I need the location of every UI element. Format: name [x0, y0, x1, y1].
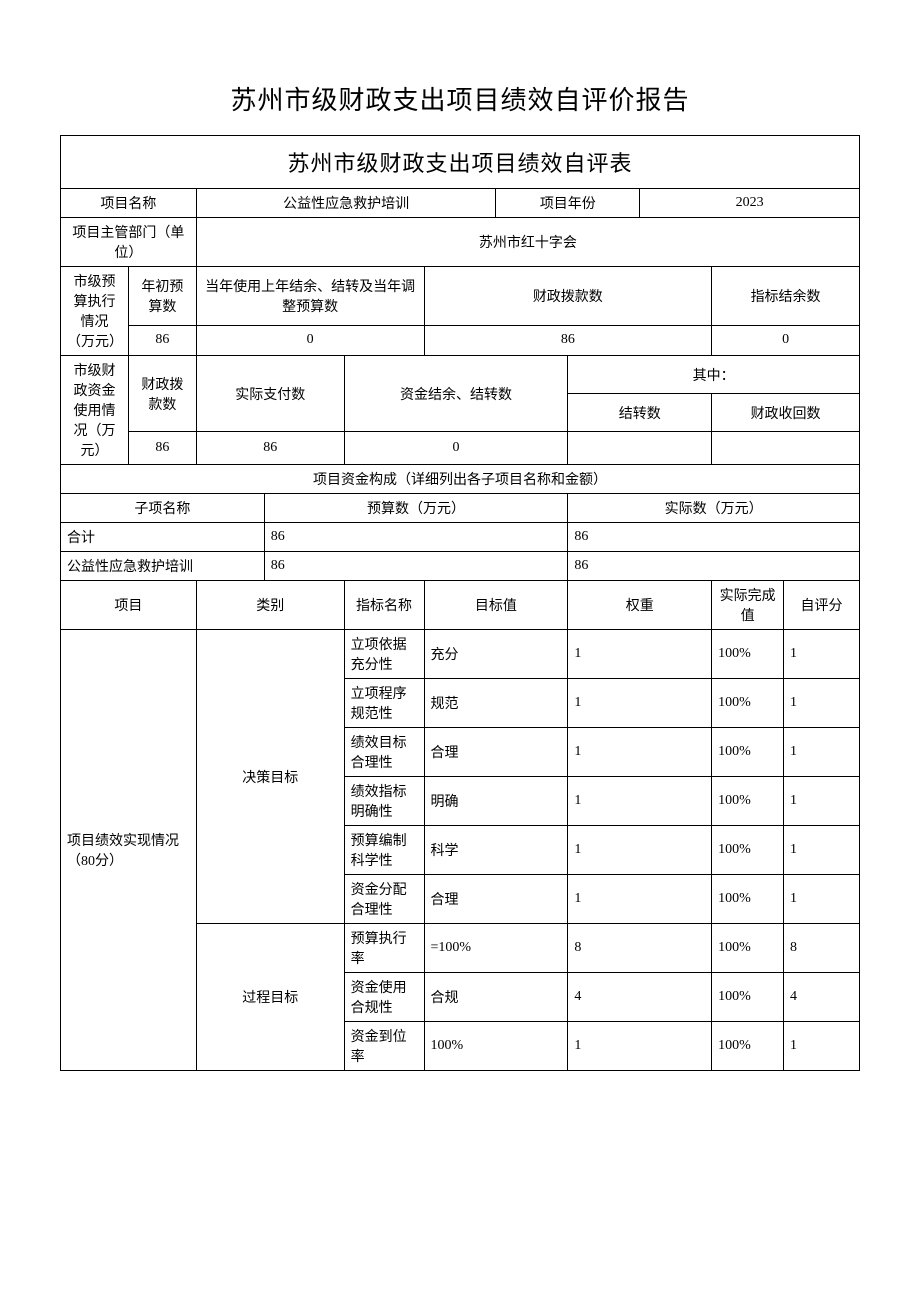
act: 100% [712, 1022, 784, 1071]
ind: 绩效目标合理性 [344, 728, 424, 777]
score: 1 [784, 679, 860, 728]
col-score: 自评分 [784, 581, 860, 630]
label-fu-fiscal-alloc: 财政拨款数 [128, 356, 196, 432]
table-title: 苏州市级财政支出项目绩效自评表 [67, 140, 853, 184]
comp-budget: 86 [264, 523, 568, 552]
act: 100% [712, 728, 784, 777]
label-project-year: 项目年份 [496, 189, 640, 218]
ind: 资金到位率 [344, 1022, 424, 1071]
ind: 绩效指标明确性 [344, 777, 424, 826]
section-budget-exec: 市级预算执行情况（万元） [61, 267, 129, 356]
w: 4 [568, 973, 712, 1022]
label-sub-budget: 预算数（万元） [264, 494, 568, 523]
ind: 预算编制科学性 [344, 826, 424, 875]
label-sub-name: 子项名称 [61, 494, 265, 523]
col-target: 目标值 [424, 581, 568, 630]
act: 100% [712, 924, 784, 973]
w: 1 [568, 1022, 712, 1071]
label-project-name: 项目名称 [61, 189, 197, 218]
ind: 立项依据充分性 [344, 630, 424, 679]
tgt: =100% [424, 924, 568, 973]
comp-name: 合计 [61, 523, 265, 552]
score: 4 [784, 973, 860, 1022]
w: 1 [568, 630, 712, 679]
score: 1 [784, 630, 860, 679]
ind: 资金使用合规性 [344, 973, 424, 1022]
comp-actual: 86 [568, 523, 860, 552]
composition-row: 合计 86 86 [61, 523, 860, 552]
act: 100% [712, 777, 784, 826]
tgt: 明确 [424, 777, 568, 826]
score: 1 [784, 1022, 860, 1071]
col-actual: 实际完成值 [712, 581, 784, 630]
section-fund-use: 市级财政资金使用情况（万元） [61, 356, 129, 465]
tgt: 100% [424, 1022, 568, 1071]
ind: 预算执行率 [344, 924, 424, 973]
w: 8 [568, 924, 712, 973]
composition-row: 公益性应急救护培训 86 86 [61, 552, 860, 581]
score: 1 [784, 728, 860, 777]
label-year-start: 年初预算数 [128, 267, 196, 326]
col-category: 类别 [196, 581, 344, 630]
tgt: 合理 [424, 875, 568, 924]
value-fu-fiscal-alloc: 86 [128, 432, 196, 465]
value-indicator-balance: 0 [712, 325, 860, 355]
act: 100% [712, 973, 784, 1022]
label-fu-actual-paid: 实际支付数 [196, 356, 344, 432]
act: 100% [712, 826, 784, 875]
label-fiscal-alloc: 财政拨款数 [424, 267, 712, 326]
ind: 立项程序规范性 [344, 679, 424, 728]
value-project-year: 2023 [640, 189, 860, 218]
page-title: 苏州市级财政支出项目绩效自评价报告 [60, 80, 860, 117]
label-sub-actual: 实际数（万元） [568, 494, 860, 523]
act: 100% [712, 875, 784, 924]
label-fu-carryover: 结转数 [568, 394, 712, 432]
w: 1 [568, 826, 712, 875]
act: 100% [712, 679, 784, 728]
value-project-name: 公益性应急救护培训 [196, 189, 496, 218]
cat-process: 过程目标 [196, 924, 344, 1071]
col-weight: 权重 [568, 581, 712, 630]
label-fu-recover: 财政收回数 [712, 394, 860, 432]
tgt: 充分 [424, 630, 568, 679]
value-year-start: 86 [128, 325, 196, 355]
value-fu-recover [712, 432, 860, 465]
col-project: 项目 [61, 581, 197, 630]
score: 1 [784, 826, 860, 875]
act: 100% [712, 630, 784, 679]
section-eval: 项目绩效实现情况（80分） [61, 630, 197, 1071]
w: 1 [568, 875, 712, 924]
score: 1 [784, 777, 860, 826]
comp-name: 公益性应急救护培训 [61, 552, 265, 581]
w: 1 [568, 679, 712, 728]
cat-decision: 决策目标 [196, 630, 344, 924]
tgt: 科学 [424, 826, 568, 875]
eval-row: 项目绩效实现情况（80分） 决策目标 立项依据充分性 充分 1 100% 1 [61, 630, 860, 679]
value-dept: 苏州市红十字会 [196, 218, 859, 267]
ind: 资金分配合理性 [344, 875, 424, 924]
label-dept: 项目主管部门（单位） [61, 218, 197, 267]
score: 1 [784, 875, 860, 924]
label-fu-balance: 资金结余、结转数 [344, 356, 568, 432]
comp-budget: 86 [264, 552, 568, 581]
label-fu-of-which: 其中： [568, 356, 860, 394]
label-carryover: 当年使用上年结余、结转及当年调整预算数 [196, 267, 424, 326]
evaluation-table: 苏州市级财政支出项目绩效自评表 项目名称 公益性应急救护培训 项目年份 2023… [60, 135, 860, 1071]
comp-actual: 86 [568, 552, 860, 581]
tgt: 合规 [424, 973, 568, 1022]
tgt: 规范 [424, 679, 568, 728]
tgt: 合理 [424, 728, 568, 777]
col-indicator: 指标名称 [344, 581, 424, 630]
composition-header: 项目资金构成（详细列出各子项目名称和金额） [61, 465, 860, 494]
label-indicator-balance: 指标结余数 [712, 267, 860, 326]
value-fu-actual-paid: 86 [196, 432, 344, 465]
score: 8 [784, 924, 860, 973]
value-carryover: 0 [196, 325, 424, 355]
w: 1 [568, 777, 712, 826]
w: 1 [568, 728, 712, 777]
value-fiscal-alloc: 86 [424, 325, 712, 355]
value-fu-carryover [568, 432, 712, 465]
value-fu-balance: 0 [344, 432, 568, 465]
